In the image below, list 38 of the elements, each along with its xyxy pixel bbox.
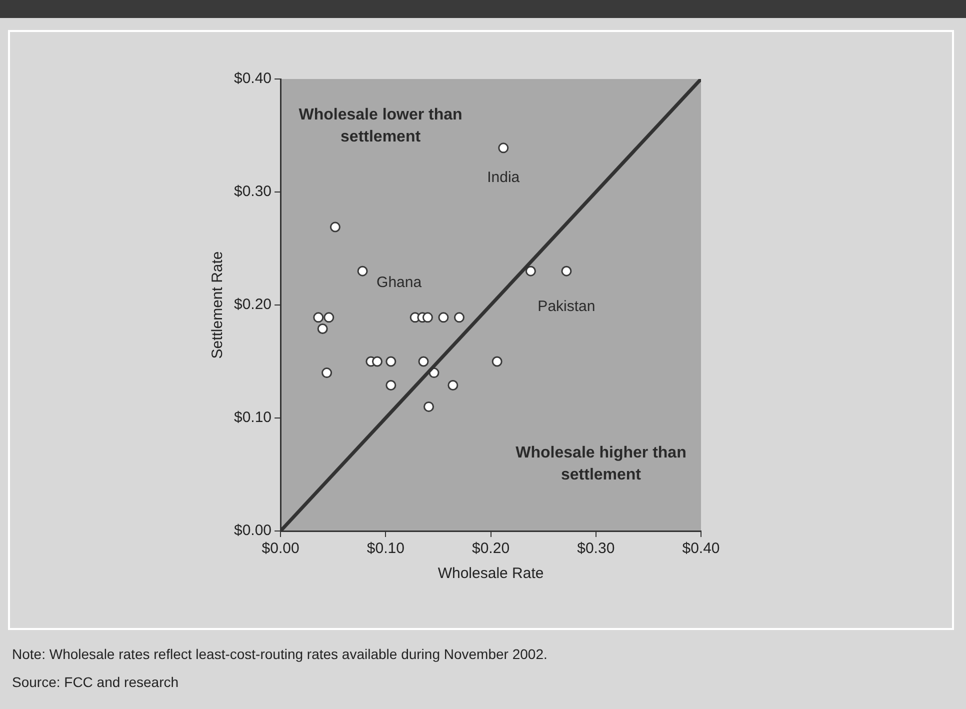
y-axis-title: Settlement Rate <box>209 251 226 359</box>
source-note: Source: FCC and research <box>12 673 180 692</box>
y-tick-label: $0.40 <box>234 70 272 88</box>
annotation: Pakistan <box>538 298 596 316</box>
point <box>372 356 382 367</box>
point <box>454 312 464 323</box>
x-axis-title: Wholesale Rate <box>438 565 544 582</box>
x-tick-label: $0.30 <box>577 540 615 558</box>
point <box>561 266 572 276</box>
annotation: Ghana <box>376 274 422 292</box>
point <box>317 323 328 334</box>
annotation: Wholesale higher than settlement <box>516 444 686 484</box>
point <box>438 312 449 323</box>
y-tick-label: $0.00 <box>234 522 272 540</box>
point <box>418 356 429 367</box>
point <box>424 401 434 412</box>
point <box>324 312 334 323</box>
x-tick-label: $0.40 <box>682 540 720 558</box>
x-tick-label: $0.00 <box>262 540 300 558</box>
point <box>386 356 396 367</box>
annotation: India <box>487 169 520 186</box>
text: Note: Wholesale rates reflect least-cost-routing rates available during November 2002. <box>12 645 548 664</box>
x-tick-label: $0.10 <box>366 540 404 558</box>
x-tick-label: $0.20 <box>472 540 510 558</box>
point <box>322 368 332 378</box>
point <box>386 380 396 390</box>
point <box>498 142 509 154</box>
point <box>330 222 340 232</box>
point <box>525 266 536 276</box>
y-tick-label: $0.20 <box>234 296 272 314</box>
point <box>422 312 433 323</box>
point <box>492 356 502 367</box>
point <box>448 380 458 390</box>
point <box>357 266 368 276</box>
y-tick-label: $0.10 <box>234 409 272 426</box>
point <box>313 312 324 323</box>
y-tick-label: $0.30 <box>234 183 272 200</box>
annotation: Wholesale lower than settlement <box>298 106 462 146</box>
